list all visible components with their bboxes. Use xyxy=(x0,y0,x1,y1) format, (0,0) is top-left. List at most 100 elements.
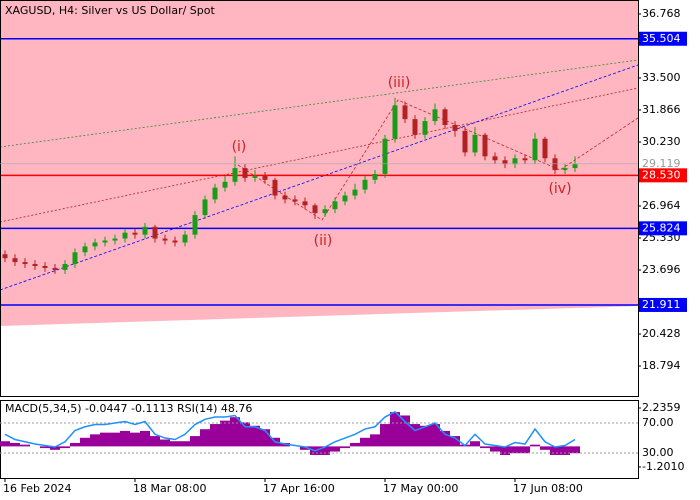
macd-bar xyxy=(320,446,330,455)
candle-body xyxy=(472,134,478,153)
indicator-frame xyxy=(0,400,639,479)
y-tick-label: 20.428 xyxy=(642,327,681,340)
candle-body xyxy=(322,209,328,214)
macd-bar xyxy=(40,446,50,449)
macd-bar xyxy=(300,446,310,450)
macd-bar xyxy=(420,425,430,447)
candle-body xyxy=(342,195,348,202)
candle-body xyxy=(412,119,418,135)
y-tick-label: 23.696 xyxy=(642,263,681,276)
level-label: 35.504 xyxy=(642,32,681,45)
candle-body xyxy=(212,187,218,200)
x-tick-label: 17 May 00:00 xyxy=(383,482,458,495)
wave-label: (i) xyxy=(232,139,247,155)
candle-body xyxy=(42,266,48,268)
candle-body xyxy=(522,158,528,161)
level-tag xyxy=(639,221,687,236)
x-tick-label: 18 Mar 08:00 xyxy=(133,482,206,495)
macd-bar xyxy=(340,446,350,449)
candle-body xyxy=(562,168,568,171)
candle-body xyxy=(192,215,198,235)
level-tag xyxy=(639,31,687,46)
macd-bar xyxy=(530,444,540,447)
macd-bar xyxy=(210,424,220,447)
candle-body xyxy=(512,158,518,165)
candle-body xyxy=(262,175,268,180)
candle-body xyxy=(62,264,68,270)
level-label: 25.824 xyxy=(642,221,681,234)
macd-bar xyxy=(180,441,190,447)
candle-body xyxy=(302,201,308,206)
candle-body xyxy=(432,109,438,122)
macd-bar xyxy=(190,436,200,447)
macd-tick-label: -1.2010 xyxy=(642,460,684,473)
candle-body xyxy=(352,189,358,196)
macd-bar xyxy=(360,437,370,447)
macd-bar xyxy=(430,424,440,447)
candle-body xyxy=(172,240,178,243)
candle-body xyxy=(492,156,498,161)
macd-bar xyxy=(150,436,160,447)
level-tag xyxy=(639,168,687,183)
macd-bar xyxy=(140,430,150,447)
current-price-label: 29.119 xyxy=(642,157,681,170)
candle-body xyxy=(242,168,248,178)
macd-bar xyxy=(70,442,80,447)
macd-bar xyxy=(260,429,270,447)
candle-body xyxy=(402,105,408,120)
wave-path xyxy=(237,99,639,221)
channel-line xyxy=(0,87,639,223)
y-tick-label: 26.964 xyxy=(642,199,681,212)
candle-body xyxy=(372,173,378,180)
macd-bar xyxy=(160,439,170,447)
channel-fill xyxy=(0,0,638,326)
y-tick-label: 18.794 xyxy=(642,359,681,372)
candle-body xyxy=(482,134,488,157)
macd-bar xyxy=(560,446,570,455)
x-tick-label: 17 Apr 16:00 xyxy=(263,482,335,495)
x-tick-label: 16 Feb 2024 xyxy=(3,482,71,495)
macd-bar xyxy=(450,436,460,447)
macd-bar xyxy=(80,437,90,447)
wave-label: (ii) xyxy=(314,233,333,249)
macd-bar xyxy=(550,446,560,455)
macd-bar xyxy=(20,444,30,447)
macd-bar xyxy=(120,430,130,447)
candle-body xyxy=(552,158,558,171)
candle-body xyxy=(22,262,28,265)
macd-bar xyxy=(510,446,520,454)
candle-body xyxy=(182,234,188,243)
macd-bar xyxy=(520,446,530,454)
level-tag xyxy=(639,297,687,312)
macd-bar xyxy=(390,412,400,447)
candle-body xyxy=(142,226,148,235)
candle-body xyxy=(392,105,398,139)
candle-body xyxy=(252,175,258,178)
macd-bar xyxy=(10,442,20,447)
macd-bar xyxy=(380,424,390,447)
candle-body xyxy=(422,121,428,135)
macd-bar xyxy=(100,432,110,447)
candle-body xyxy=(72,252,78,265)
candle-body xyxy=(272,179,278,196)
candle-body xyxy=(572,164,578,169)
candle-body xyxy=(2,254,8,259)
macd-bar xyxy=(50,446,60,450)
macd-bar xyxy=(170,441,180,447)
macd-bar xyxy=(400,415,410,447)
candle-body xyxy=(12,258,18,263)
trend-line xyxy=(0,64,639,291)
candle-body xyxy=(442,109,448,126)
macd-bar xyxy=(220,420,230,447)
rsi-line xyxy=(4,410,576,452)
channel-line xyxy=(0,59,639,148)
candle-body xyxy=(92,242,98,247)
macd-bar xyxy=(60,446,70,449)
y-tick-label: 33.500 xyxy=(642,71,681,84)
macd-bar xyxy=(130,432,140,447)
macd-bar xyxy=(350,442,360,447)
macd-bar xyxy=(410,424,420,447)
candle-body xyxy=(132,232,138,235)
candle-body xyxy=(52,267,58,270)
